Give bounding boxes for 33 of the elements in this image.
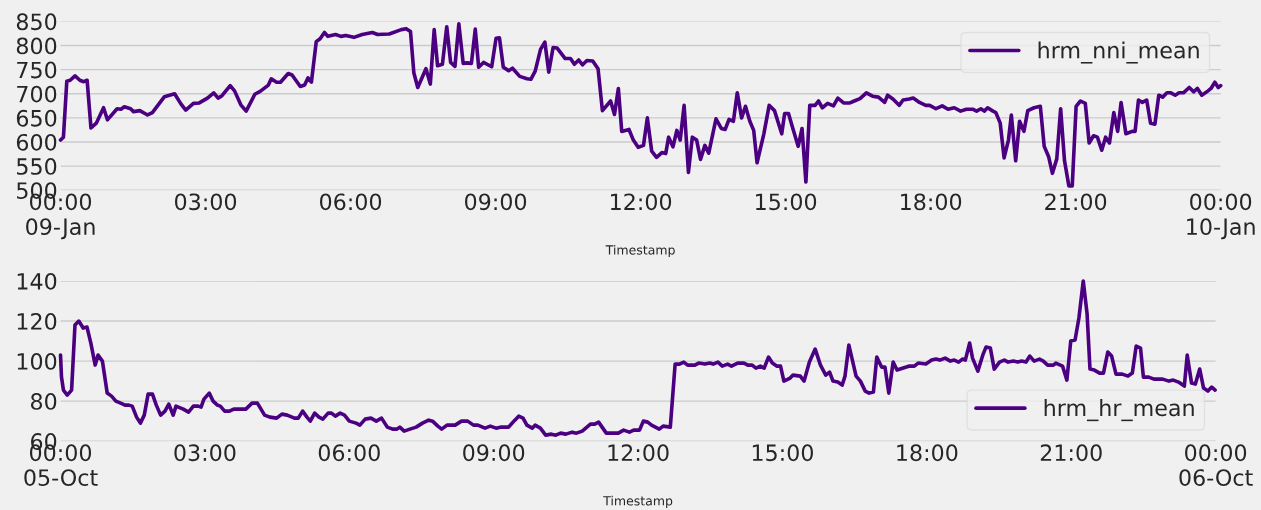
line-series — [58, 22, 1223, 188]
y-tick-label: 100 — [17, 353, 57, 370]
y-tick-label: 80 — [30, 393, 57, 410]
y-tick-label: 140 — [17, 272, 57, 290]
line-series — [58, 279, 1217, 437]
x-axis-title: Timestamp — [603, 495, 673, 508]
x-tick-label: 09:00 — [463, 444, 525, 462]
x-tick-label: 21:00 — [1040, 444, 1102, 462]
x-tick-label: 09:00 — [465, 193, 527, 211]
x-tick-label: 00:00 10-Jan — [1187, 193, 1255, 240]
x-tick-label: 03:00 — [174, 193, 237, 211]
y-tick-label: 700 — [17, 85, 57, 103]
x-tick-label: 15:00 — [752, 444, 813, 462]
y-tick-label: 800 — [16, 37, 57, 55]
x-tick-label: 03:00 — [174, 444, 236, 462]
y-tick-label: 750 — [17, 61, 57, 79]
x-tick-label: 18:00 — [901, 193, 962, 211]
x-tick-label: 00:00 06-Oct — [1179, 444, 1253, 487]
x-tick-label: 06:00 — [318, 444, 380, 462]
x-axis-title: Timestamp — [605, 244, 675, 258]
x-tick-label: 21:00 — [1045, 193, 1107, 211]
legend-label: hrm_nni_mean — [1038, 41, 1199, 64]
x-tick-label: 12:00 — [611, 193, 672, 211]
y-tick-label: 600 — [16, 133, 57, 151]
y-tick-label: 650 — [16, 109, 57, 127]
x-tick-label: 18:00 — [897, 444, 958, 462]
y-tick-label: 550 — [17, 158, 57, 175]
x-tick-label: 12:00 — [608, 444, 669, 462]
y-tick-label: 850 — [16, 13, 57, 31]
legend-label: hrm_hr_mean — [1044, 399, 1194, 422]
x-tick-label: 15:00 — [756, 193, 817, 211]
x-tick-label: 06:00 — [320, 193, 382, 211]
y-tick-label: 120 — [17, 312, 57, 330]
